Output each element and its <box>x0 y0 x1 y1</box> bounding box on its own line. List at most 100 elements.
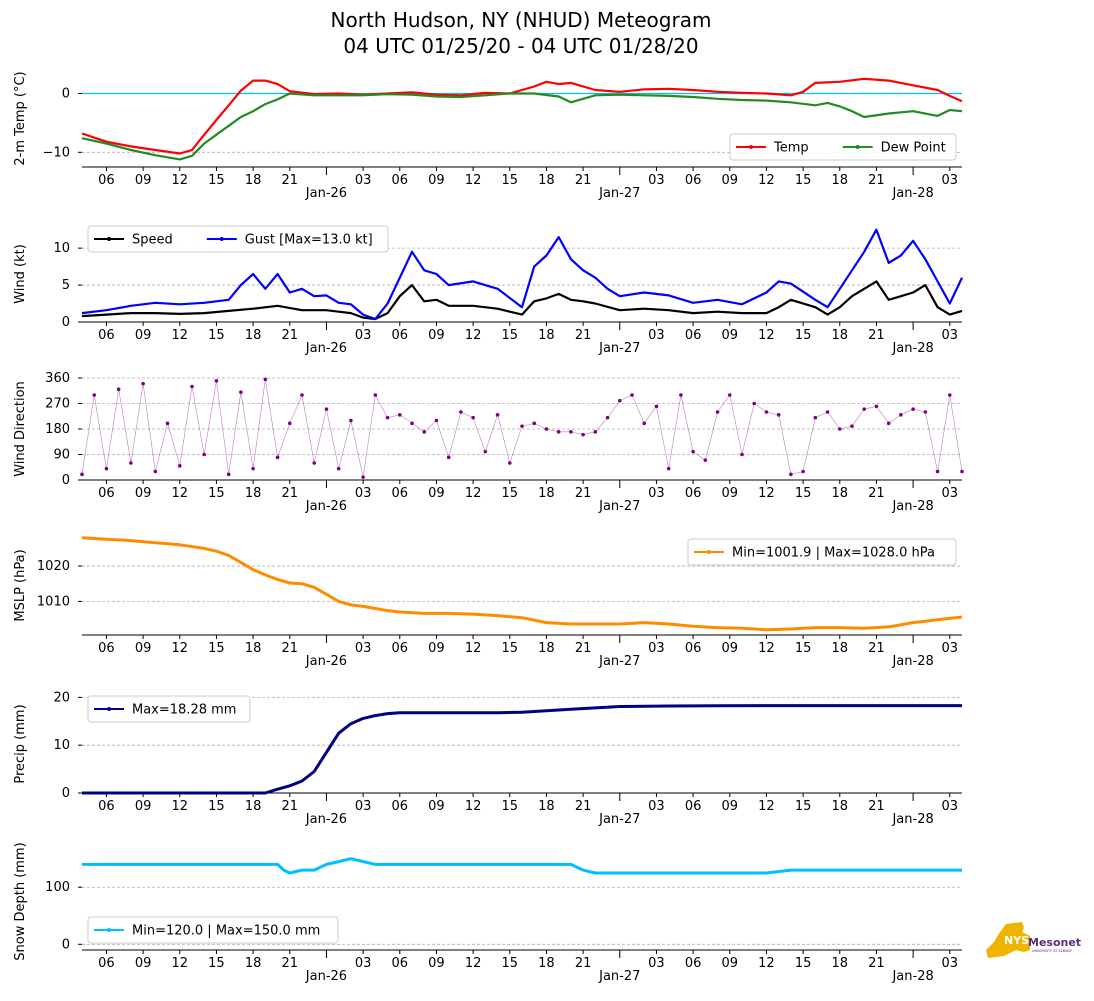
series-line-min-120-0-max-150-0-mm <box>82 857 962 875</box>
data-point <box>642 421 647 426</box>
x-tick-label: 12 <box>465 486 482 501</box>
y-axis-label: MSLP (hPa) <box>13 549 28 621</box>
data-point <box>727 393 732 397</box>
data-point <box>422 430 427 434</box>
x-tick-label: 21 <box>575 486 592 501</box>
x-tick-label: 03 <box>942 799 959 814</box>
x-tick-label: 09 <box>135 641 152 656</box>
x-tick-label: 21 <box>575 173 592 188</box>
data-point <box>764 410 769 414</box>
x-tick-label: 06 <box>685 956 702 971</box>
data-point <box>789 472 793 477</box>
x-tick-label: 06 <box>685 799 702 814</box>
x-tick-label: 09 <box>135 328 152 343</box>
legend-label: Temp <box>773 141 809 156</box>
y-tick-label: 10 <box>53 738 70 753</box>
data-point <box>899 413 903 417</box>
data-point <box>691 449 695 454</box>
x-tick-label: 03 <box>648 173 665 188</box>
x-tick-label: 21 <box>282 641 299 656</box>
date-tick-label: Jan-27 <box>598 812 640 827</box>
data-point <box>813 415 818 420</box>
data-point <box>397 413 402 417</box>
data-point <box>434 418 439 423</box>
x-tick-label: 06 <box>685 641 702 656</box>
data-point <box>703 458 708 462</box>
x-tick-label: 21 <box>282 799 299 814</box>
x-tick-label: 21 <box>575 956 592 971</box>
x-tick-label: 03 <box>355 486 372 501</box>
legend-marker <box>855 145 860 149</box>
data-point <box>874 404 879 409</box>
y-tick-label: 10 <box>53 241 70 256</box>
panel-mslp: 1010 1020 MSLP (hPa) 06 09 12 15 18 21 03 06 09 12 15… <box>13 536 963 669</box>
legend: Min=120.0 | Max=150.0 mm <box>87 916 339 944</box>
legend-marker <box>219 237 224 241</box>
date-tick-label: Jan-26 <box>305 969 347 984</box>
logo-nys-text: NYS <box>1004 934 1029 947</box>
x-tick-label: 18 <box>245 486 262 501</box>
legend-marker <box>749 145 753 149</box>
x-tick-label: 18 <box>538 956 555 971</box>
y-tick-label: 0 <box>62 786 70 801</box>
x-tick-label: 18 <box>245 328 262 343</box>
x-tick-label: 09 <box>135 799 152 814</box>
x-tick-label: 15 <box>795 328 812 343</box>
date-tick-label: Jan-28 <box>891 812 933 827</box>
x-tick-label: 06 <box>98 328 115 343</box>
x-tick-label: 15 <box>795 173 812 188</box>
data-point <box>471 415 475 420</box>
x-tick-label: 03 <box>648 641 665 656</box>
legend-box <box>87 225 389 253</box>
y-axis-label: Wind (kt) <box>13 244 28 304</box>
x-tick-label: 09 <box>722 799 739 814</box>
series-line-speed <box>81 280 963 321</box>
y-tick-label: 0 <box>62 87 70 102</box>
x-tick-label: 18 <box>538 641 555 656</box>
x-tick-label: 06 <box>98 641 115 656</box>
x-tick-label: 03 <box>648 328 665 343</box>
x-tick-label: 06 <box>98 486 115 501</box>
x-tick-label: 21 <box>282 956 299 971</box>
series-line-max-18-28-mm <box>82 704 962 795</box>
data-point <box>532 421 537 426</box>
date-tick-label: Jan-27 <box>598 341 640 356</box>
data-point <box>459 410 463 414</box>
x-tick-label: 18 <box>832 328 849 343</box>
x-tick-label: 15 <box>502 956 519 971</box>
x-tick-label: 06 <box>392 173 409 188</box>
y-tick-label: 90 <box>53 448 70 463</box>
x-tick-label: 09 <box>135 956 152 971</box>
x-tick-label: 21 <box>282 328 299 343</box>
date-tick-label: Jan-26 <box>305 341 347 356</box>
legend: Speed Gust [Max=13.0 kt] <box>87 225 389 253</box>
legend-marker <box>707 550 711 554</box>
x-tick-label: 09 <box>135 486 152 501</box>
legend-box <box>87 695 251 723</box>
x-tick-label: 15 <box>795 641 812 656</box>
date-tick-label: Jan-27 <box>598 186 640 201</box>
y-axis-label: 2-m Temp (°C) <box>13 71 28 165</box>
data-point <box>361 475 365 479</box>
x-tick-label: 15 <box>795 799 812 814</box>
legend-marker <box>107 237 111 241</box>
x-tick-label: 03 <box>355 799 372 814</box>
x-tick-label: 18 <box>538 799 555 814</box>
data-point <box>80 472 84 477</box>
x-tick-label: 12 <box>758 173 775 188</box>
x-tick-label: 12 <box>172 173 189 188</box>
data-point <box>801 469 805 474</box>
chart-title-line2: 04 UTC 01/25/20 - 04 UTC 01/28/20 <box>343 34 699 58</box>
data-point <box>116 387 121 392</box>
x-tick-label: 06 <box>685 486 702 501</box>
data-point <box>935 469 940 474</box>
x-tick-label: 18 <box>538 173 555 188</box>
legend-marker <box>107 707 111 711</box>
x-tick-label: 12 <box>758 956 775 971</box>
x-tick-label: 12 <box>758 486 775 501</box>
date-tick-label: Jan-28 <box>891 654 933 669</box>
x-tick-label: 12 <box>172 956 189 971</box>
date-tick-label: Jan-27 <box>598 654 640 669</box>
data-point <box>666 466 671 471</box>
